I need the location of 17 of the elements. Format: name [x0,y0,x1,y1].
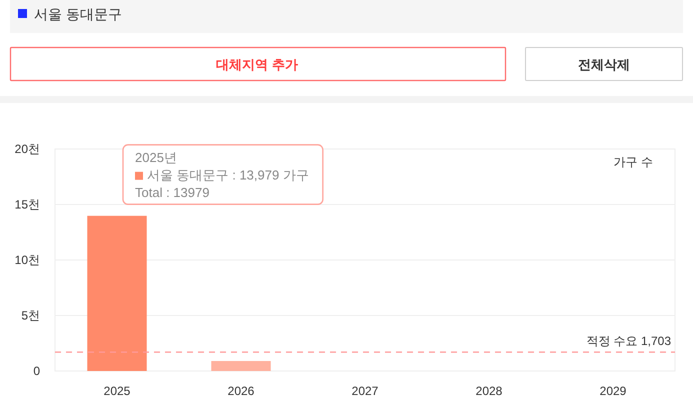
x-tick-label: 2025 [104,384,130,398]
y-axis-title: 가구 수 [614,155,653,169]
x-tick-label: 2029 [600,384,626,398]
ref-line-label: 적정 수요 1,703 [586,334,671,348]
y-tick-label: 5천 [21,308,40,322]
selected-region: 서울 동대문구 [34,6,122,22]
button-add: 대체지역 추가 [10,46,506,82]
y-tick-label: 15천 [14,198,40,212]
x-tick-label: 2028 [476,384,502,398]
y-tick-label: 10천 [14,253,40,267]
x-tick-label: 2026 [228,384,254,398]
y-tick-label: 0 [33,364,40,378]
tooltip: 2025년 서울 동대문구 : 13,979 가구 Total : 13979 [122,144,324,205]
y-tick-label: 20천 [14,142,40,156]
button-clear: 전체삭제 [525,47,683,81]
x-tick-label: 2027 [352,384,378,398]
annotation: 2025년 서울 동대문구 : 13,979 가구 Total : 13979 [135,150,309,200]
